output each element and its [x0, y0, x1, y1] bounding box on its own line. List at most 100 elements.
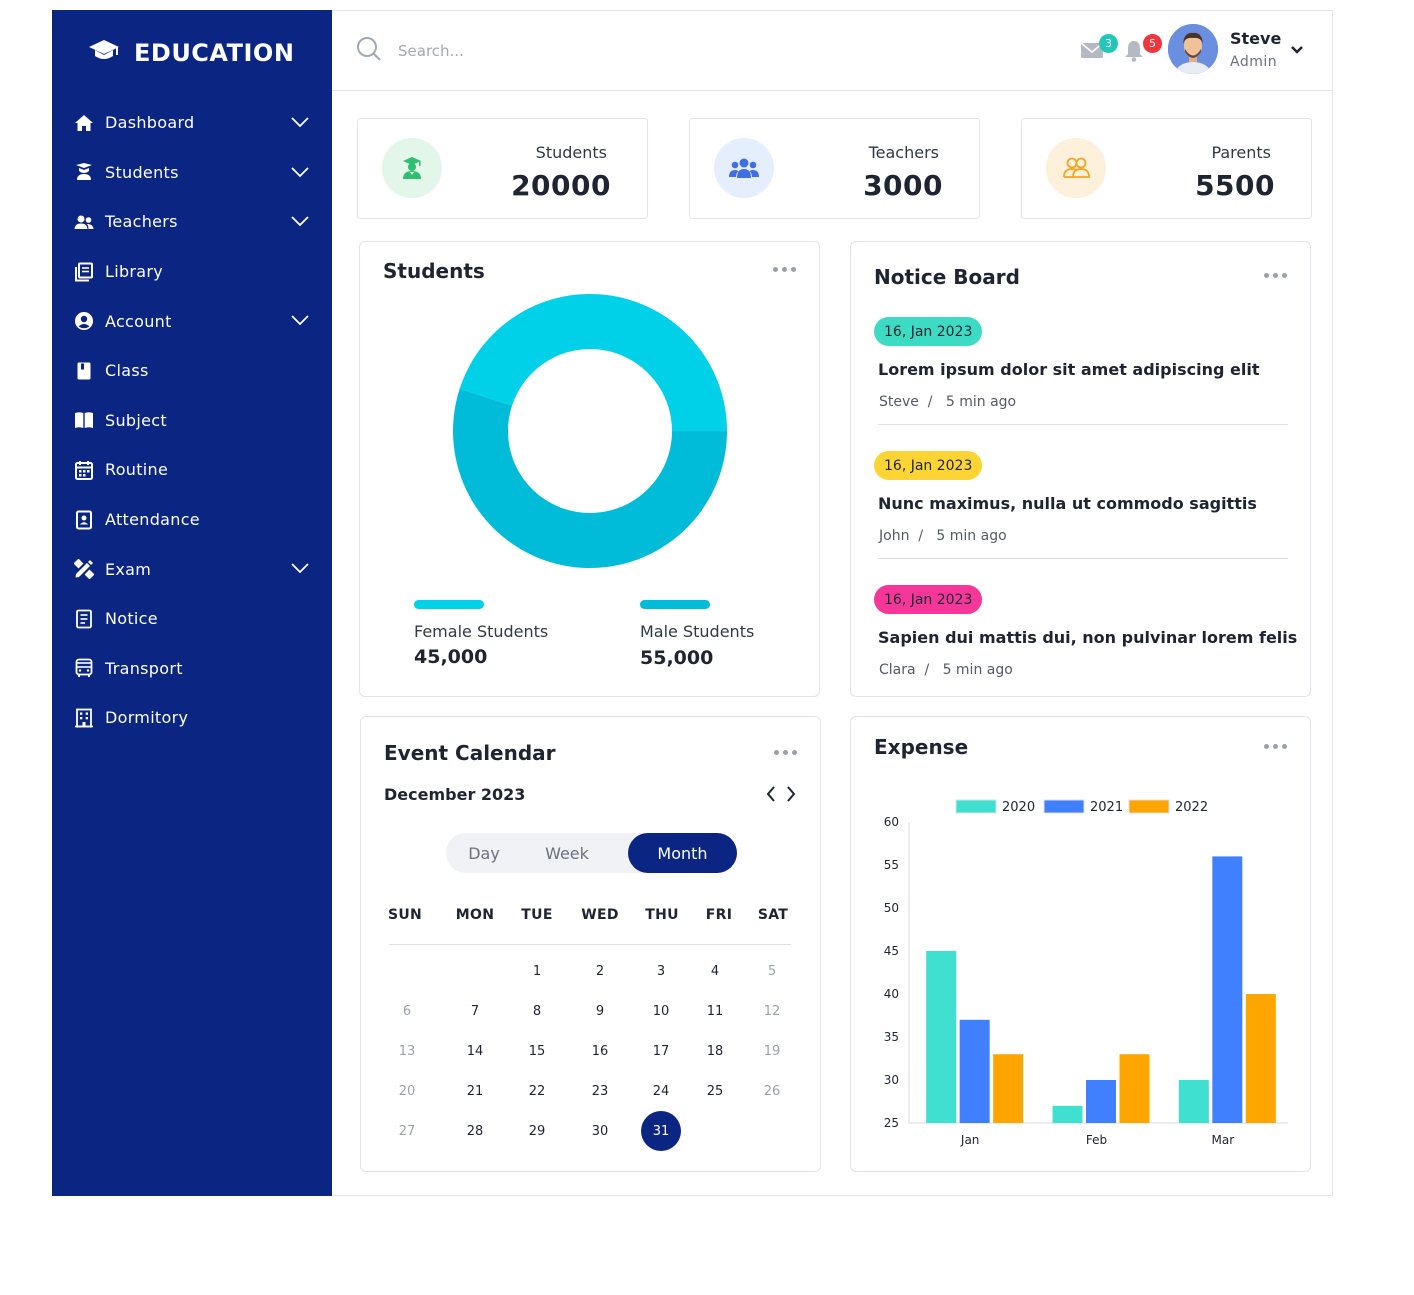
- calendar-day[interactable]: 26: [763, 1083, 781, 1099]
- calendar-day[interactable]: 8: [532, 1003, 542, 1019]
- weekday-header: SAT: [757, 907, 789, 923]
- stat-card-parents[interactable]: Parents 5500: [1021, 118, 1312, 219]
- calendar-day[interactable]: 13: [398, 1043, 416, 1059]
- notice-title[interactable]: Nunc maximus, nulla ut commodo sagittis: [878, 494, 1257, 513]
- calendar-day[interactable]: 20: [398, 1083, 416, 1099]
- chevron-down-icon[interactable]: [290, 312, 310, 328]
- calendar-day[interactable]: 19: [763, 1043, 781, 1059]
- calendar-day[interactable]: 18: [706, 1043, 724, 1059]
- search-icon[interactable]: [356, 36, 382, 66]
- calendar-day[interactable]: 12: [763, 1003, 781, 1019]
- calendar-day[interactable]: 3: [656, 963, 666, 979]
- calendar-day[interactable]: 29: [528, 1123, 546, 1139]
- y-tick-label: 45: [884, 944, 899, 958]
- calendar-day[interactable]: 31: [641, 1111, 681, 1151]
- calendar-day[interactable]: 10: [652, 1003, 670, 1019]
- calendar-day[interactable]: 5: [767, 963, 777, 979]
- view-week-button[interactable]: Week: [545, 843, 589, 863]
- more-options-icon[interactable]: [1264, 744, 1287, 749]
- search-input[interactable]: [398, 42, 648, 60]
- divider: [878, 558, 1288, 559]
- bar-jan-2021[interactable]: [959, 1019, 990, 1123]
- bar-jan-2020[interactable]: [926, 951, 957, 1123]
- chevron-down-icon[interactable]: [290, 213, 310, 229]
- calendar-day[interactable]: 14: [466, 1043, 484, 1059]
- sidebar-item-exam[interactable]: Exam: [52, 544, 332, 594]
- notice-title[interactable]: Lorem ipsum dolor sit amet adipiscing el…: [878, 360, 1260, 379]
- calendar-day[interactable]: 27: [398, 1123, 416, 1139]
- more-options-icon[interactable]: [773, 267, 796, 272]
- calendar-day[interactable]: 22: [528, 1083, 546, 1099]
- female-donut-slice[interactable]: [459, 294, 727, 431]
- notice-time: 5 min ago: [945, 394, 1017, 410]
- weekday-header: THU: [645, 907, 679, 923]
- legend-label[interactable]: 2021: [1090, 800, 1123, 815]
- sidebar-item-transport[interactable]: Transport: [52, 644, 332, 694]
- calendar-day[interactable]: 7: [470, 1003, 480, 1019]
- chevron-down-icon[interactable]: [290, 560, 310, 576]
- legend-label[interactable]: 2022: [1175, 800, 1208, 815]
- notice-title[interactable]: Sapien dui mattis dui, non pulvinar lore…: [878, 628, 1298, 647]
- chevron-right-icon[interactable]: [785, 785, 797, 803]
- female-students-label: Female Students: [414, 622, 549, 641]
- calendar-day[interactable]: 11: [706, 1003, 724, 1019]
- avatar[interactable]: [1168, 24, 1218, 74]
- sidebar-item-attendance[interactable]: Attendance: [52, 495, 332, 545]
- sidebar-item-teachers[interactable]: Teachers: [52, 197, 332, 247]
- bar-mar-2021[interactable]: [1212, 856, 1243, 1123]
- chevron-left-icon[interactable]: [765, 785, 777, 803]
- calendar-day[interactable]: 28: [466, 1123, 484, 1139]
- bar-feb-2021[interactable]: [1086, 1080, 1116, 1123]
- sidebar-item-subject[interactable]: Subject: [52, 396, 332, 446]
- y-tick-label: 40: [884, 987, 899, 1001]
- sidebar-item-class[interactable]: Class: [52, 346, 332, 396]
- calendar-day[interactable]: 17: [652, 1043, 670, 1059]
- more-options-icon[interactable]: [1264, 273, 1287, 278]
- stat-card-students[interactable]: Students 20000: [357, 118, 648, 219]
- sidebar-item-students[interactable]: Students: [52, 148, 332, 198]
- view-switcher: Day Week Month: [446, 833, 737, 873]
- bar-mar-2020[interactable]: [1178, 1080, 1209, 1123]
- calendar-day[interactable]: 23: [591, 1083, 609, 1099]
- notification-button[interactable]: 5: [1124, 34, 1162, 66]
- legend-label[interactable]: 2020: [1002, 800, 1035, 815]
- calendar-day[interactable]: 4: [710, 963, 720, 979]
- stat-card-teachers[interactable]: Teachers 3000: [689, 118, 980, 219]
- sidebar-item-account[interactable]: Account: [52, 296, 332, 346]
- stat-value: 20000: [511, 169, 611, 202]
- calendar-day[interactable]: 30: [591, 1123, 609, 1139]
- calendar-day[interactable]: 6: [402, 1003, 412, 1019]
- sidebar-item-dormitory[interactable]: Dormitory: [52, 693, 332, 743]
- x-tick-label: Jan: [960, 1133, 980, 1147]
- view-day-button[interactable]: Day: [468, 843, 500, 863]
- chevron-down-icon[interactable]: [1290, 44, 1304, 56]
- calendar-day[interactable]: 15: [528, 1043, 546, 1059]
- calendar-day[interactable]: 1: [532, 963, 542, 979]
- notice-author: Clara: [879, 662, 916, 678]
- sidebar-item-routine[interactable]: Routine: [52, 445, 332, 495]
- more-options-icon[interactable]: [774, 750, 797, 755]
- bar-mar-2022[interactable]: [1245, 994, 1276, 1123]
- male-donut-slice[interactable]: [453, 388, 727, 568]
- sidebar-item-notice[interactable]: Notice: [52, 594, 332, 644]
- calendar-day[interactable]: 25: [706, 1083, 724, 1099]
- bell-icon: [1125, 41, 1143, 62]
- calendar-day[interactable]: 24: [652, 1083, 670, 1099]
- chevron-down-icon[interactable]: [290, 164, 310, 180]
- panel-title: Students: [383, 259, 485, 283]
- mail-button[interactable]: 3: [1080, 34, 1118, 66]
- calendar-day[interactable]: 9: [595, 1003, 605, 1019]
- calendar-day[interactable]: 21: [466, 1083, 484, 1099]
- bar-feb-2022[interactable]: [1119, 1054, 1150, 1123]
- meta-separator: /: [909, 528, 937, 544]
- sidebar-item-dashboard[interactable]: Dashboard: [52, 98, 332, 148]
- view-month-button[interactable]: Month: [628, 833, 737, 873]
- notification-count-badge: 5: [1143, 34, 1162, 53]
- bar-jan-2022[interactable]: [993, 1054, 1024, 1123]
- bar-feb-2020[interactable]: [1052, 1105, 1083, 1123]
- calendar-day[interactable]: 16: [591, 1043, 609, 1059]
- chevron-down-icon[interactable]: [290, 114, 310, 130]
- sidebar-item-library[interactable]: Library: [52, 247, 332, 297]
- brand[interactable]: EDUCATION: [88, 38, 294, 68]
- calendar-day[interactable]: 2: [595, 963, 605, 979]
